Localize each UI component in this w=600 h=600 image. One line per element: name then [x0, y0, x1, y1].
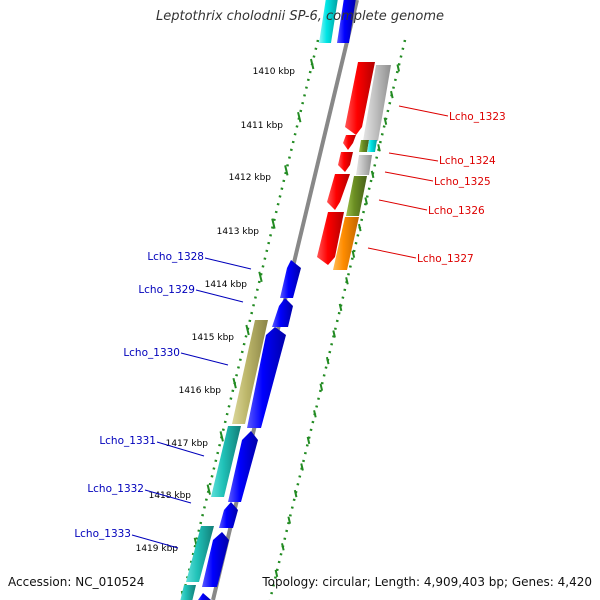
scale-tick	[245, 324, 250, 336]
gene-arrow-lcho-1333	[202, 532, 229, 587]
gene-arrow-lcho-1325	[356, 155, 372, 175]
leader-line	[180, 352, 229, 366]
gene-arrow-top-cyan	[319, 0, 338, 43]
scale-tick	[338, 303, 343, 312]
leader-line	[367, 247, 417, 259]
gene-arrow-bottom-blue	[198, 593, 211, 600]
topology-label: Topology: circular; Length: 4,909,403 bp…	[262, 575, 592, 589]
gene-arrow-lcho-1323	[345, 62, 375, 135]
gene-arrow-lcho-1326	[346, 176, 367, 216]
scale-label: 1412 kbp	[229, 173, 272, 183]
scale-tick	[377, 144, 381, 152]
gene-arrow-lcho-1330-khaki	[232, 320, 268, 424]
gene-label-lcho-1331[interactable]: Lcho_1331	[99, 435, 156, 447]
forward-gene-labels: Lcho_1323 Lcho_1324 Lcho_1325 Lcho_1326 …	[367, 105, 506, 265]
gene-arrow-lcho-1324-olive	[359, 140, 369, 152]
inner-scale-ring	[180, 39, 320, 600]
scale-tick	[293, 489, 298, 498]
gene-arrow-small-red	[343, 135, 356, 150]
forward-strand-genes	[317, 62, 391, 270]
scale-tick	[306, 436, 311, 445]
gene-arrow-lcho-1329	[272, 298, 293, 327]
leader-line	[398, 105, 449, 117]
scale-label: 1411 kbp	[241, 121, 284, 131]
leader-line	[204, 257, 252, 270]
scale-tick	[281, 543, 285, 551]
leader-line	[384, 171, 434, 182]
scale-label: 1417 kbp	[166, 439, 209, 449]
partial-features-top	[319, 0, 356, 43]
scale-tick	[345, 277, 349, 285]
scale-label: 1413 kbp	[217, 227, 260, 237]
gene-label-lcho-1328[interactable]: Lcho_1328	[147, 251, 204, 263]
leader-line	[378, 199, 428, 211]
leader-line	[156, 441, 205, 457]
leader-line	[195, 289, 244, 303]
gene-arrow-red-long	[327, 174, 350, 210]
scale-tick	[396, 64, 401, 72]
scale-tick	[370, 170, 375, 179]
scale-tick	[219, 431, 224, 442]
scale-tick	[274, 569, 279, 578]
scale-label: 1418 kbp	[149, 491, 192, 501]
scale-label: 1419 kbp	[136, 544, 179, 554]
gene-label-lcho-1326[interactable]: Lcho_1326	[428, 205, 485, 217]
gene-arrow-lcho-1328	[280, 260, 301, 298]
scale-tick	[319, 383, 324, 391]
accession-label: Accession: NC_010524	[8, 575, 145, 589]
gene-label-lcho-1330[interactable]: Lcho_1330	[123, 347, 180, 359]
scale-tick	[358, 223, 362, 232]
gene-arrow-lcho-1331	[228, 431, 258, 502]
leader-line	[131, 534, 179, 549]
scale-label: 1415 kbp	[192, 333, 235, 343]
scale-tick	[271, 218, 276, 229]
scale-label: 1416 kbp	[179, 386, 222, 396]
scale-tick	[287, 516, 292, 524]
leader-line	[388, 152, 439, 162]
reverse-strand-genes	[180, 260, 301, 600]
scale-tick	[332, 330, 336, 338]
gene-label-lcho-1332[interactable]: Lcho_1332	[87, 483, 144, 495]
leader-line	[144, 489, 192, 504]
outer-scale-ring	[268, 39, 407, 600]
scale-tick	[383, 117, 388, 125]
gene-arrow-lcho-1327	[333, 217, 359, 270]
gene-arrow-red-bottom	[317, 212, 344, 265]
scale-tick	[325, 356, 330, 365]
scale-tick	[390, 90, 394, 99]
reverse-gene-labels: Lcho_1328 Lcho_1329 Lcho_1330 Lcho_1331 …	[74, 251, 252, 549]
scale-tick	[206, 484, 211, 495]
scale-tick	[284, 165, 289, 176]
gene-label-lcho-1324[interactable]: Lcho_1324	[439, 155, 496, 167]
scale-tick	[232, 377, 237, 389]
scale-tick	[351, 250, 356, 258]
gene-arrow-bottom-teal	[180, 585, 196, 600]
gene-arrow-top-blue	[337, 0, 356, 43]
gene-arrow-lcho-1323-grey	[363, 65, 391, 141]
gene-label-lcho-1329[interactable]: Lcho_1329	[138, 284, 195, 296]
map-title: Leptothrix cholodnii SP-6, complete geno…	[156, 9, 444, 24]
scale-label: 1410 kbp	[253, 67, 296, 77]
gene-arrow-lcho-1333-teal	[186, 526, 214, 582]
gene-arrow-red-mid	[338, 152, 353, 172]
gene-label-lcho-1327[interactable]: Lcho_1327	[417, 253, 474, 265]
gene-arrow-lcho-1332	[219, 502, 238, 528]
scale-tick	[313, 410, 317, 418]
scale-tick	[309, 58, 315, 70]
gene-label-lcho-1325[interactable]: Lcho_1325	[434, 176, 491, 188]
scale-tick	[258, 271, 263, 283]
gene-arrow-lcho-1324-cyan	[367, 140, 377, 152]
gene-arrow-lcho-1331-teal	[211, 426, 241, 497]
gene-arrow-lcho-1330	[247, 327, 286, 428]
gene-label-lcho-1323[interactable]: Lcho_1323	[449, 111, 506, 123]
scale-tick	[300, 463, 304, 471]
scale-tick	[364, 197, 368, 205]
gene-label-lcho-1333[interactable]: Lcho_1333	[74, 528, 131, 540]
scale-labels: 1410 kbp 1411 kbp 1412 kbp 1413 kbp 1414…	[136, 67, 296, 554]
scale-tick	[297, 111, 302, 123]
scale-label: 1414 kbp	[205, 280, 248, 290]
